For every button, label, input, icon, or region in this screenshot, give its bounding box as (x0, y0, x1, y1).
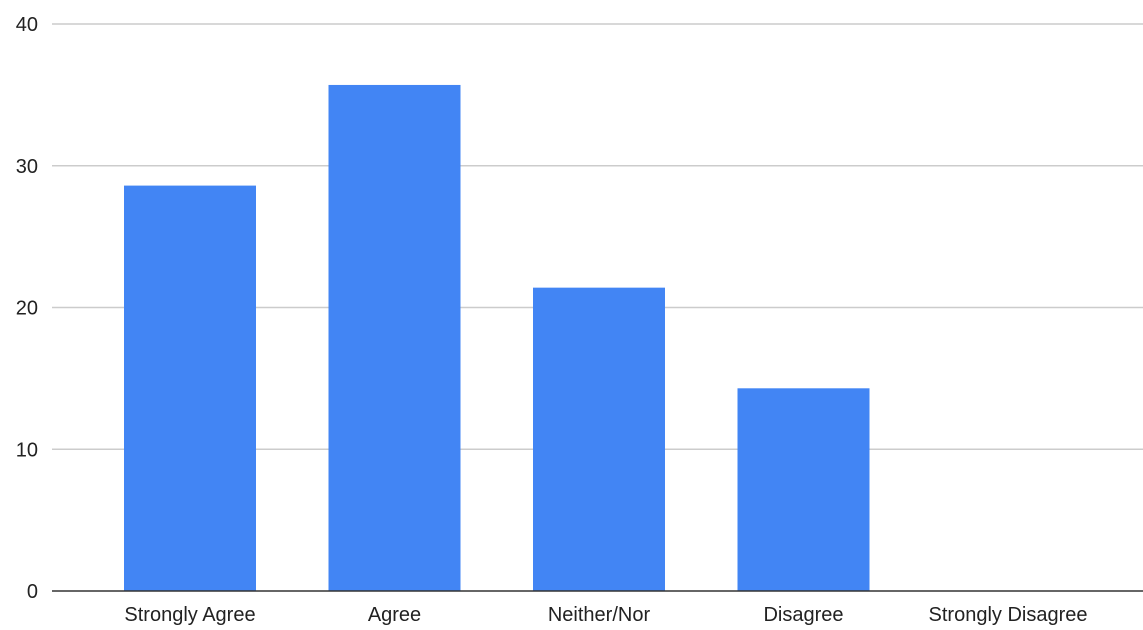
bar-neither-nor (533, 287, 665, 591)
y-tick-label: 30 (16, 156, 38, 178)
y-tick-label: 10 (16, 439, 38, 461)
x-tick-label: Neither/Nor (548, 604, 651, 626)
x-axis-tick-labels: Strongly Agree Agree Neither/Nor Disagree St… (124, 604, 1087, 626)
y-tick-label: 40 (16, 14, 38, 36)
bars (124, 84, 870, 591)
y-tick-label: 20 (16, 298, 38, 320)
x-tick-label: Agree (368, 604, 421, 626)
bar-disagree (737, 388, 870, 591)
bar-strongly-agree (124, 185, 256, 591)
y-axis-tick-labels: 0 10 20 30 40 (16, 14, 38, 603)
x-tick-label: Disagree (763, 604, 843, 626)
bar-agree (328, 84, 461, 591)
x-tick-label: Strongly Disagree (929, 604, 1088, 626)
x-tick-label: Strongly Agree (124, 604, 255, 626)
y-tick-label: 0 (27, 581, 38, 603)
